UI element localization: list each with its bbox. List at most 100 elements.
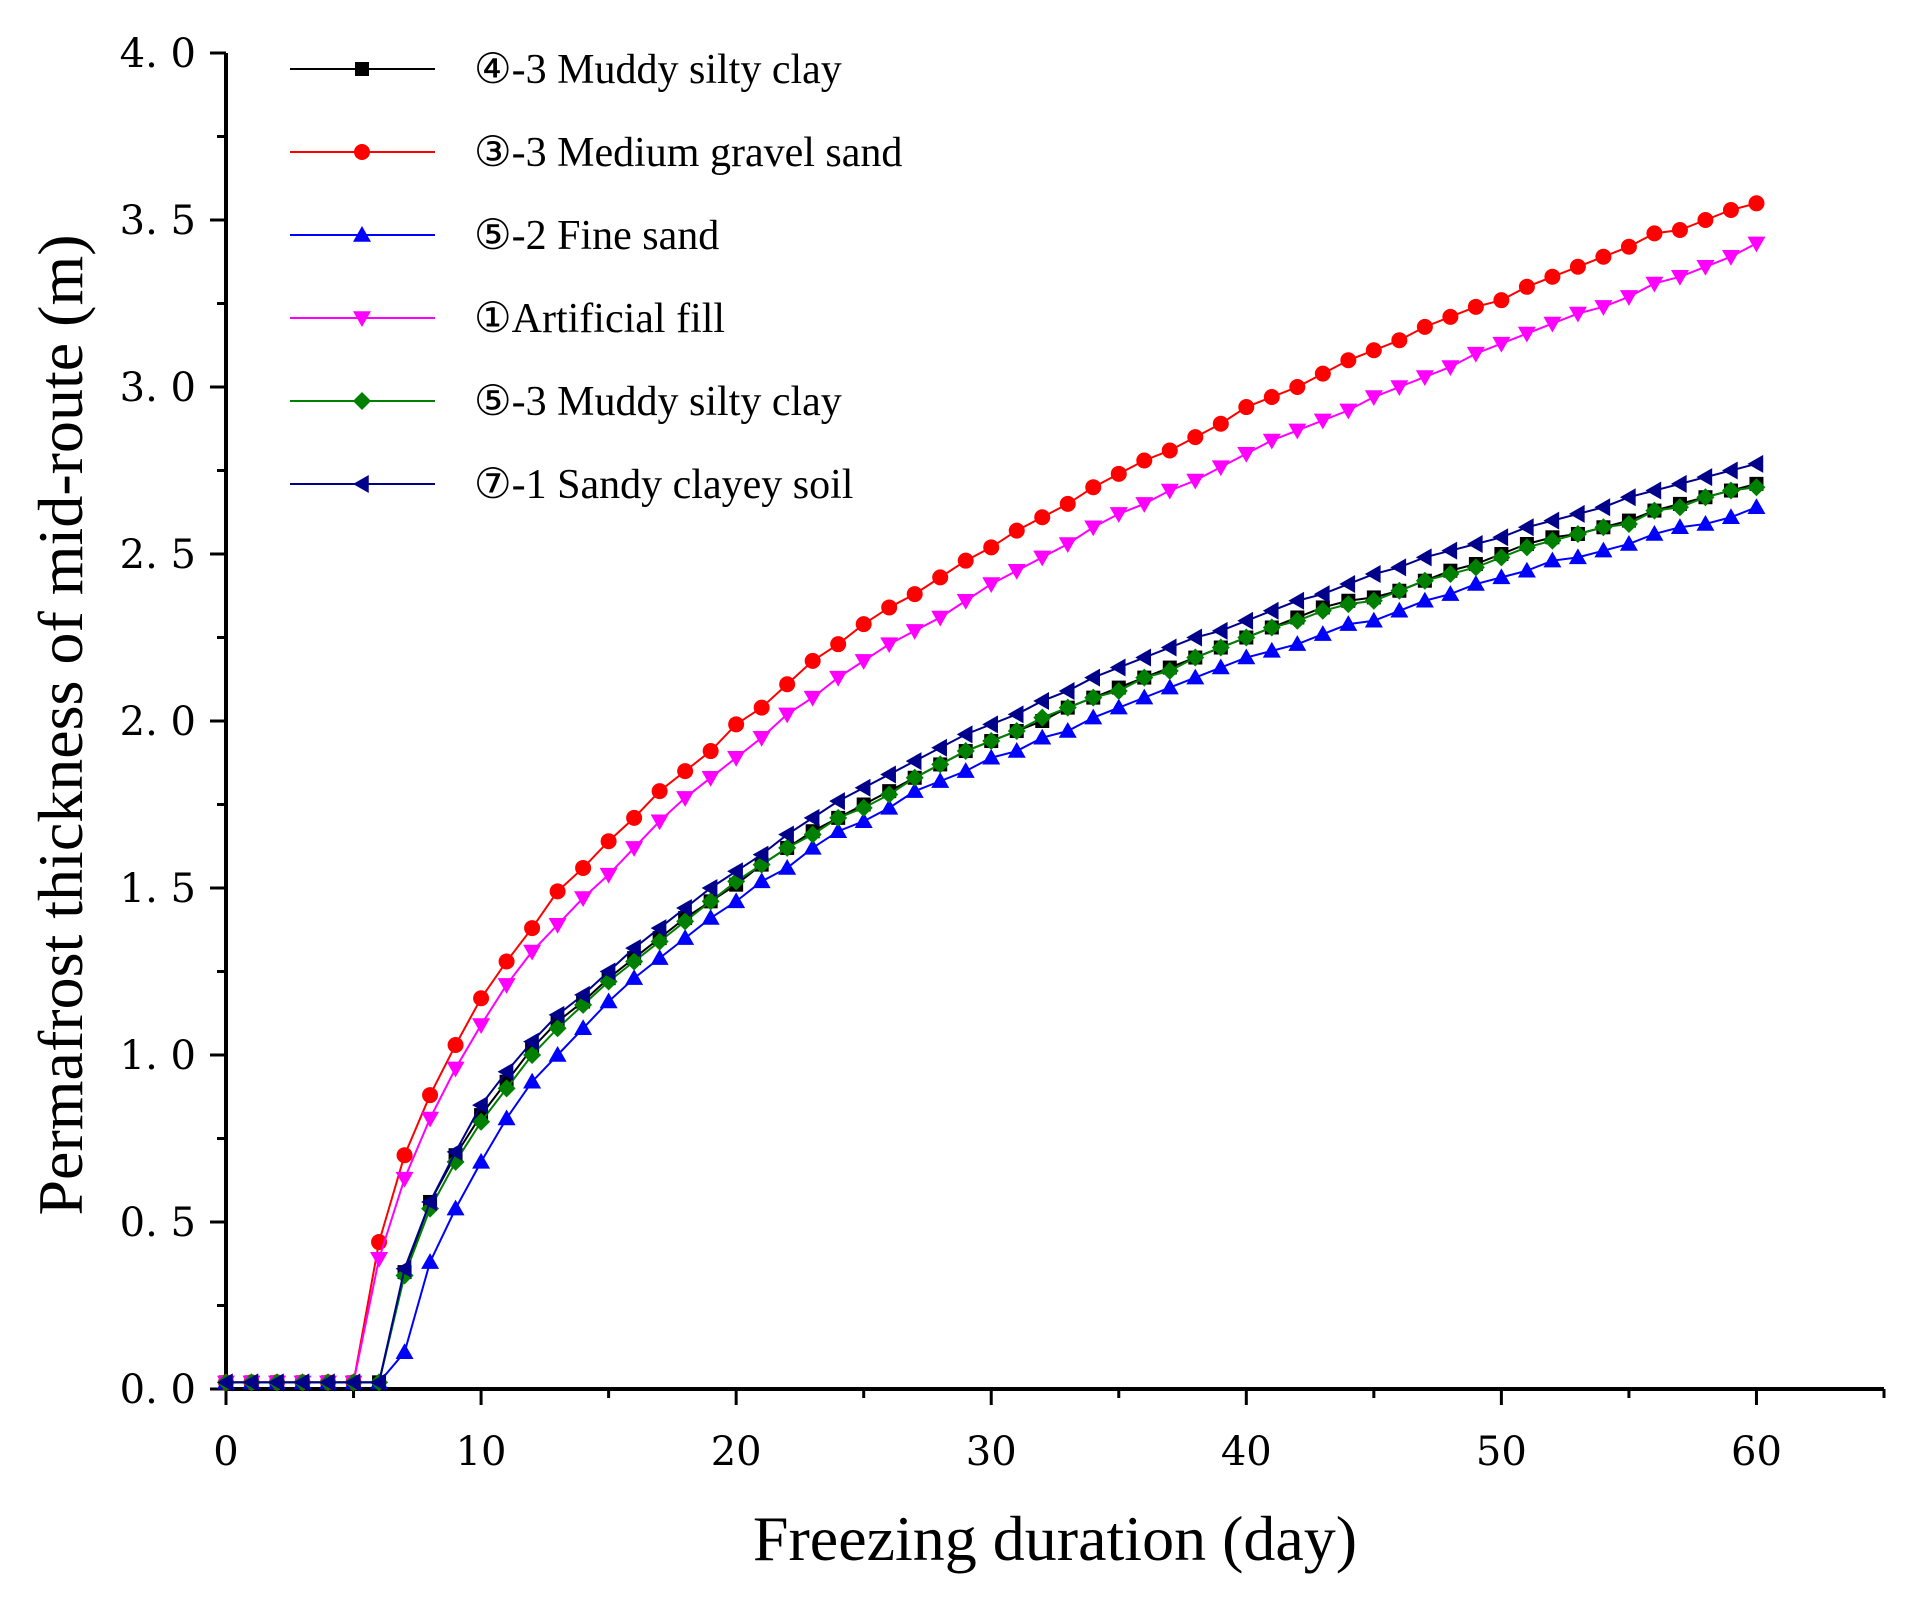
data-point	[1085, 479, 1102, 496]
data-point	[854, 812, 873, 828]
data-point	[1364, 390, 1383, 407]
data-point	[422, 1087, 439, 1104]
data-point	[676, 791, 695, 807]
data-point	[1544, 268, 1561, 285]
data-point	[1211, 658, 1230, 675]
data-point	[854, 798, 873, 817]
data-point	[1493, 292, 1510, 309]
data-point	[778, 838, 797, 857]
y-tick-label: 3. 0	[120, 365, 196, 411]
series-1	[219, 476, 1764, 1390]
data-point	[830, 636, 847, 653]
data-point	[1670, 270, 1689, 286]
legend-marker	[353, 226, 371, 242]
data-point	[1722, 201, 1739, 218]
data-point	[1543, 511, 1560, 530]
data-point	[1646, 225, 1663, 242]
data-point	[803, 690, 822, 707]
data-point	[1645, 501, 1664, 520]
data-point	[1697, 212, 1714, 228]
data-point	[1084, 520, 1103, 537]
data-point	[1721, 249, 1740, 266]
data-point	[1594, 498, 1611, 517]
data-point	[1007, 742, 1026, 758]
data-point	[702, 743, 719, 760]
data-point	[906, 586, 923, 603]
data-point	[1161, 442, 1178, 459]
data-point	[1289, 379, 1306, 395]
data-point	[1160, 638, 1177, 657]
data-point	[727, 862, 743, 881]
data-point	[1288, 611, 1307, 630]
data-point	[1160, 483, 1179, 500]
data-point	[1595, 248, 1612, 265]
legend-label: ③-3 Medium gravel sand	[474, 130, 902, 176]
data-point	[497, 1109, 516, 1126]
data-point	[1007, 705, 1024, 724]
data-point	[1568, 306, 1587, 323]
data-point	[855, 616, 872, 633]
data-point	[1135, 668, 1154, 687]
data-point	[905, 782, 924, 798]
legend-marker	[355, 62, 369, 76]
data-point	[472, 1018, 491, 1034]
data-point	[1033, 708, 1052, 727]
data-point	[650, 919, 667, 938]
data-point	[829, 808, 848, 827]
data-point	[446, 1199, 465, 1216]
data-point	[1313, 625, 1332, 641]
data-point	[650, 932, 669, 951]
data-point	[1263, 389, 1280, 406]
data-point	[829, 822, 848, 838]
data-point	[446, 1061, 465, 1078]
data-point	[701, 892, 720, 911]
data-point	[1747, 236, 1766, 253]
data-point	[1441, 360, 1460, 376]
data-point	[625, 952, 644, 971]
x-tick-label: 10	[456, 1429, 507, 1475]
data-point	[1034, 509, 1051, 526]
data-point	[1415, 591, 1434, 608]
data-point	[753, 699, 770, 716]
legend-marker	[353, 475, 369, 493]
data-point	[1441, 541, 1458, 560]
data-point	[1211, 621, 1228, 640]
data-point	[1237, 648, 1256, 665]
data-point	[1568, 504, 1585, 523]
data-point	[395, 1343, 414, 1360]
data-point	[752, 730, 771, 747]
series-6	[217, 454, 1764, 1392]
data-point	[242, 1373, 259, 1392]
data-point	[956, 725, 973, 744]
data-point	[1517, 518, 1534, 537]
data-point	[1442, 308, 1459, 325]
data-point	[1466, 534, 1483, 553]
y-tick-label: 2. 5	[120, 532, 196, 578]
data-point	[1058, 722, 1077, 738]
data-point	[1696, 260, 1715, 276]
data-point	[727, 750, 746, 767]
series-line	[226, 506, 1757, 1384]
data-point	[574, 1019, 593, 1036]
data-point	[1696, 468, 1713, 487]
data-point	[931, 755, 950, 774]
data-point	[1645, 524, 1664, 541]
data-point	[497, 1062, 514, 1081]
data-point	[880, 785, 899, 804]
data-point	[1415, 548, 1432, 567]
data-point	[1747, 478, 1766, 497]
data-point	[778, 825, 794, 844]
data-point	[1187, 429, 1204, 446]
data-point	[752, 872, 771, 889]
data-point	[829, 670, 848, 687]
data-point	[1160, 678, 1179, 695]
data-point	[1033, 728, 1052, 745]
data-point	[982, 577, 1001, 594]
data-point	[1466, 558, 1485, 577]
y-ticks: 0. 0 0. 5 1. 0 1. 5 2. 0 2. 5 3. 0 3. 5 4. 0	[120, 31, 226, 1413]
data-point	[1364, 591, 1383, 610]
data-point	[1390, 558, 1407, 577]
data-point	[1313, 601, 1332, 620]
data-point	[1645, 481, 1662, 500]
data-point	[523, 1072, 542, 1089]
